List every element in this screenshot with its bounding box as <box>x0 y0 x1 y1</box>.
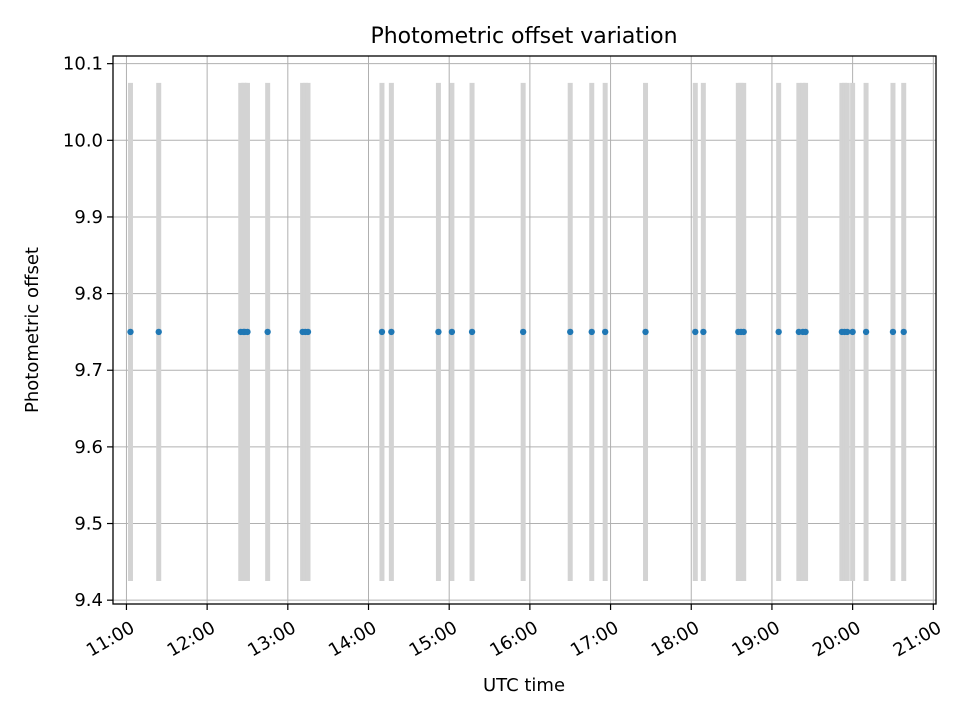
x-tick-label: 16:00 <box>486 617 541 661</box>
y-tick-label: 10.1 <box>63 54 103 75</box>
data-point <box>844 328 851 336</box>
axis-ticks: 9.4 9.5 9.6 9.7 9.8 9.9 10.0 10.1 11:00 12:00 13:0… <box>63 54 945 662</box>
data-point <box>304 328 312 336</box>
data-point <box>244 328 251 336</box>
x-tick-label: 21:00 <box>890 617 945 661</box>
y-tick-label: 9.9 <box>74 207 103 228</box>
y-tick-label: 9.5 <box>74 514 103 535</box>
data-point <box>849 328 856 336</box>
data-point <box>435 328 442 336</box>
x-tick-label: 20:00 <box>809 617 864 661</box>
data-point <box>588 328 595 336</box>
x-tick-label: 12:00 <box>164 617 219 661</box>
x-axis-label: UTC time <box>483 675 565 696</box>
data-point <box>700 328 707 336</box>
data-points <box>127 328 907 336</box>
y-axis-label: Photometric offset <box>22 247 43 413</box>
x-tick-label: 17:00 <box>567 617 622 661</box>
data-point <box>601 328 609 336</box>
y-tick-label: 9.6 <box>74 437 103 458</box>
x-tick-label: 15:00 <box>406 617 461 661</box>
chart-title: Photometric offset variation <box>370 24 677 49</box>
data-point <box>388 328 395 336</box>
data-point <box>468 328 476 336</box>
data-point <box>519 328 527 336</box>
data-point <box>889 328 897 336</box>
x-tick-label: 11:00 <box>83 617 138 661</box>
y-tick-label: 9.8 <box>74 284 103 305</box>
x-tick-label: 13:00 <box>244 617 299 661</box>
data-point <box>567 328 574 336</box>
data-point <box>642 328 649 336</box>
x-tick-label: 14:00 <box>325 617 380 661</box>
data-point <box>155 328 162 336</box>
y-tick-label: 9.4 <box>74 590 103 611</box>
x-tick-label: 18:00 <box>648 617 703 661</box>
data-point <box>378 328 386 336</box>
x-tick-label: 19:00 <box>728 617 783 661</box>
data-point <box>740 328 747 336</box>
y-tick-label: 9.7 <box>74 360 103 381</box>
plot-frame <box>112 55 937 605</box>
data-point <box>775 328 782 336</box>
y-tick-label: 10.0 <box>63 130 103 151</box>
data-point <box>264 328 271 336</box>
data-point <box>692 328 699 336</box>
data-point <box>127 328 134 336</box>
data-point <box>862 328 870 336</box>
data-point <box>448 328 456 336</box>
data-point <box>900 328 907 336</box>
data-point <box>802 328 809 336</box>
